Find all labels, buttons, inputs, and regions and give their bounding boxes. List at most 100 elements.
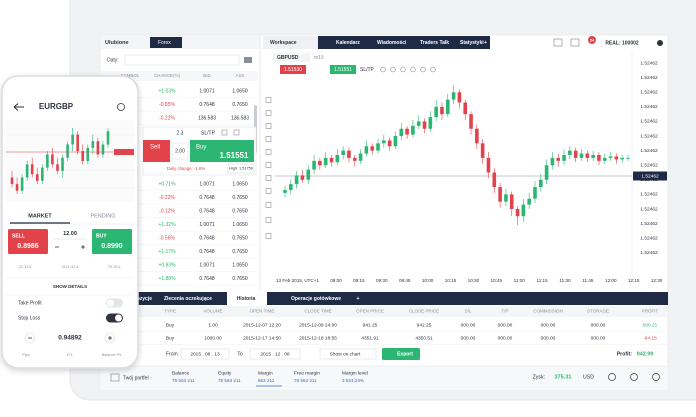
phone-minus-button[interactable] — [24, 332, 36, 344]
drawing-tool-icon[interactable] — [265, 233, 272, 239]
price-label: 1.52462 — [640, 75, 658, 81]
table-cell: 4351.91 — [361, 335, 379, 341]
drawing-tool-icon[interactable] — [265, 175, 272, 181]
toolbar-icon — [570, 38, 580, 47]
volume-box — [171, 142, 189, 160]
candle-body — [382, 140, 386, 144]
show-on-chart[interactable]: Show on chart — [330, 351, 361, 357]
candle-body — [364, 146, 369, 154]
phone-sell-label[interactable]: SELL — [12, 233, 25, 239]
show-select[interactable] — [319, 348, 377, 360]
workspace-tab[interactable]: + — [484, 40, 487, 46]
table-header: OPEN TIME — [250, 309, 275, 314]
candle-body — [25, 164, 29, 178]
workspace-tab[interactable]: Wiadomości — [377, 40, 407, 46]
chart-tool-icon[interactable] — [390, 66, 396, 73]
chart-interval[interactable]: m15 — [314, 55, 324, 61]
price-label: 1.52462 — [640, 104, 658, 110]
chart-symbol[interactable]: GBPUSD — [277, 55, 299, 61]
footer-icon[interactable] — [630, 373, 638, 381]
history-tab-bg — [227, 292, 267, 305]
drawing-tool-icon[interactable] — [265, 217, 272, 223]
chart-tool-icon[interactable] — [400, 66, 406, 73]
candle-body — [376, 143, 380, 151]
candle-body — [294, 175, 299, 185]
table-cell: 000.00 — [541, 322, 556, 328]
price-label: 1.52462 — [640, 119, 658, 125]
bottom-tab[interactable]: Historia — [237, 296, 256, 302]
footer-icon[interactable] — [652, 373, 660, 381]
phone-buy-button[interactable] — [92, 229, 132, 254]
price-label: 1.52462 — [640, 192, 658, 198]
bottom-tab[interactable]: Pozycje — [133, 296, 152, 302]
workspace-tab[interactable]: Traders Talk — [420, 40, 449, 46]
candle-body — [61, 157, 64, 171]
date-input[interactable] — [180, 348, 230, 360]
phone-tab[interactable]: MARKET — [28, 213, 52, 219]
candle-body — [515, 208, 520, 217]
candle-body — [41, 167, 44, 181]
candle-body — [608, 156, 613, 158]
workspace-tab[interactable]: Statystyki — [460, 40, 484, 46]
phone-sell-button[interactable] — [8, 229, 48, 254]
chart-tool-icon[interactable] — [430, 66, 436, 73]
show-details[interactable]: SHOW DETAILS — [53, 284, 87, 289]
drawing-tool-icon[interactable] — [265, 110, 272, 116]
export-button[interactable] — [382, 348, 420, 360]
candle-body — [66, 144, 69, 158]
phone-sell-price: 0.8986 — [17, 243, 39, 250]
candle-body — [498, 187, 502, 202]
bottom-tab[interactable]: Zlecenia oczekujące — [164, 296, 212, 302]
candle-body — [504, 194, 508, 202]
export-label[interactable]: Export — [397, 351, 413, 357]
watchlist-tab[interactable]: Ulubione — [105, 40, 129, 46]
chart-tool-icon[interactable] — [420, 66, 426, 73]
phone-buy-label[interactable]: BUY — [96, 233, 107, 239]
profit-label: Profit: — [617, 351, 633, 357]
candle-body — [509, 194, 514, 209]
table-cell: -64.15 — [643, 335, 657, 341]
gain-value: 375.31 — [554, 374, 571, 380]
chart-tool-icon[interactable] — [380, 66, 386, 73]
drawing-tool-icon[interactable] — [265, 162, 272, 168]
workspace-tab[interactable]: Kalendarz — [336, 40, 360, 46]
drawing-tool-icon[interactable] — [265, 202, 272, 208]
workspace-tab[interactable]: Workspace — [270, 40, 297, 46]
date-input[interactable] — [249, 348, 301, 360]
account-menu[interactable] — [657, 40, 663, 46]
gain-currency: USD — [583, 374, 594, 380]
from-date: 2015 . 08 . 13 — [190, 351, 220, 357]
phone-tab[interactable]: PENDING — [90, 213, 115, 219]
candle-body — [399, 128, 404, 137]
candle-body — [416, 121, 421, 126]
filter-label: Daty: — [107, 57, 119, 63]
sell-button[interactable] — [143, 140, 170, 162]
phone-stat: 22.13 k — [18, 264, 31, 269]
ticket-icon — [221, 129, 228, 136]
drawing-tool-icon[interactable] — [265, 97, 272, 103]
account-label[interactable]: REAL: 100002 — [605, 40, 639, 46]
candle-body — [457, 92, 462, 103]
ask-cell: 0.7650 — [232, 195, 248, 201]
drawing-tool-icon[interactable] — [265, 136, 272, 142]
phone-plus-button[interactable] — [104, 332, 116, 344]
info-icon[interactable] — [117, 103, 125, 111]
drawing-tool-icon[interactable] — [265, 188, 272, 194]
candle-body — [283, 190, 287, 193]
candle-body — [352, 157, 357, 161]
bottom-tab[interactable]: + — [357, 296, 360, 302]
buy-label[interactable]: Buy — [196, 145, 206, 151]
drawing-tool-icon[interactable] — [265, 123, 272, 129]
watchlist-tab[interactable]: Forex — [158, 40, 171, 46]
stat-value: 78 563 211 — [294, 378, 317, 383]
price-label: 1.52462 — [640, 221, 658, 227]
change-cell: -0.22% — [159, 195, 175, 201]
footer-icon[interactable] — [608, 373, 616, 381]
bid-cell: 0.7648 — [199, 208, 215, 214]
drawing-tool-icon[interactable] — [265, 149, 272, 155]
bottom-tab[interactable]: Operacje gotówkowe — [291, 296, 341, 302]
sell-label[interactable]: Sell — [150, 145, 160, 151]
chart-tool-icon[interactable] — [410, 66, 416, 73]
to-date: 2015 . 12 . 08 — [260, 351, 290, 357]
candle-body — [562, 155, 566, 161]
